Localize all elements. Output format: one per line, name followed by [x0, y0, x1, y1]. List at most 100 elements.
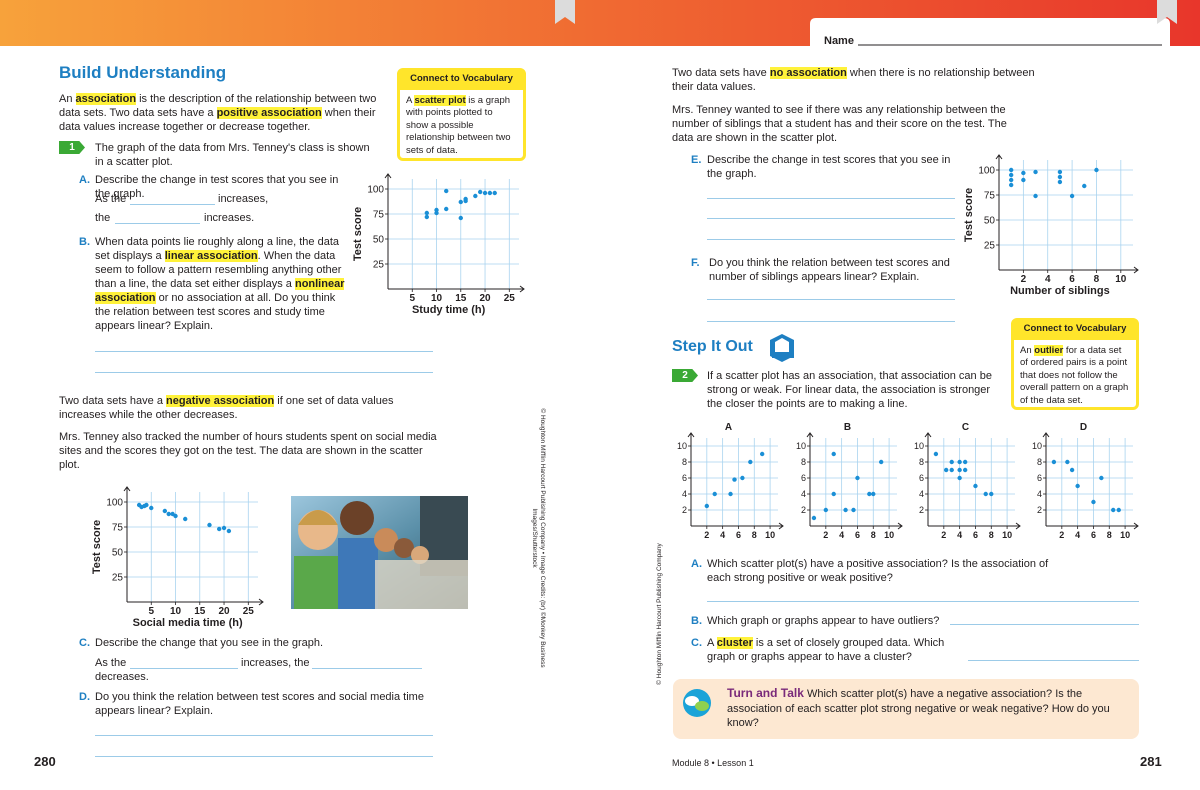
x-axis-label: Social media time (h)	[133, 617, 243, 629]
y-tick-label: 4	[682, 489, 687, 499]
step-text: If a scatter plot has an association, th…	[707, 370, 992, 410]
x-axis	[810, 522, 903, 530]
point	[878, 459, 884, 465]
y-tick-label: 10	[677, 441, 687, 451]
y-axis	[123, 486, 131, 602]
y-tick-label: 75	[984, 191, 996, 202]
name-tab	[810, 18, 1170, 46]
y-tick-label: 2	[1037, 505, 1042, 515]
text: when their data values increase together…	[59, 107, 376, 133]
letter: E.	[691, 154, 702, 166]
x-tick-label: 25	[243, 606, 255, 617]
answer-line	[95, 372, 433, 373]
answer-line	[707, 218, 955, 219]
text: An	[59, 93, 76, 105]
credit: © Houghton Mifflin Harcourt Publishing C…	[531, 408, 546, 668]
x-tick-label: 6	[973, 530, 978, 540]
x-tick-label: 8	[989, 530, 994, 540]
step-it-out-icon	[770, 334, 794, 362]
point	[1091, 499, 1096, 505]
point	[1033, 193, 1038, 199]
turn-and-talk-icon	[683, 689, 711, 717]
answer-line	[95, 735, 433, 736]
text: when there is no relationship between th…	[672, 67, 1035, 93]
point	[1099, 475, 1104, 481]
x-axis-label: Study time (h)	[412, 304, 486, 316]
point	[482, 190, 488, 196]
x-tick-label: 25	[504, 293, 516, 304]
answer-line	[707, 321, 955, 322]
x-tick-label: 4	[839, 530, 844, 540]
footer: Module 8 • Lesson 1	[672, 758, 754, 768]
point	[1082, 183, 1087, 189]
fill-text: increases, the	[241, 657, 310, 669]
x-axis	[388, 285, 525, 293]
y-axis	[687, 432, 695, 526]
point	[1051, 459, 1057, 465]
y-tick-label: 50	[984, 216, 996, 227]
y-tick-label: 8	[801, 457, 806, 467]
ribbon	[1157, 0, 1177, 24]
x-tick-label: 10	[431, 293, 443, 304]
step-text: The graph of the data from Mrs. Tenney's…	[95, 142, 370, 168]
letter: B.	[691, 615, 702, 627]
term: negative association	[166, 395, 275, 407]
point	[811, 515, 817, 521]
heading: Build Understanding	[59, 63, 227, 82]
x-tick-label: 4	[1075, 530, 1080, 540]
letter: A.	[691, 558, 702, 570]
question: A cluster is a set of closely grouped da…	[707, 636, 967, 664]
y-tick-label: 8	[1037, 457, 1042, 467]
paragraph: Mrs. Tenney also tracked the number of h…	[59, 431, 437, 471]
point	[823, 507, 829, 513]
x-tick-label: 2	[1059, 530, 1064, 540]
y-axis	[995, 154, 1003, 270]
y-tick-label: 10	[796, 441, 806, 451]
term: no association	[769, 67, 847, 79]
x-tick-label: 8	[1107, 530, 1112, 540]
y-tick-label: 2	[682, 505, 687, 515]
point	[851, 507, 856, 513]
point	[477, 189, 483, 195]
point	[1116, 507, 1121, 513]
turn-title: Turn and Talk	[727, 686, 804, 700]
credit: © Houghton Mifflin Harcourt Publishing C…	[656, 543, 663, 685]
point	[216, 526, 222, 532]
point	[962, 467, 968, 473]
y-tick-label: 75	[112, 523, 124, 534]
paragraph: Mrs. Tenney wanted to see if there was a…	[672, 104, 1007, 144]
text: is a set of closely grouped data. Which …	[707, 637, 945, 663]
answer-line	[707, 601, 1139, 602]
point	[1069, 467, 1075, 473]
question: Describe the change in test scores that …	[707, 154, 951, 180]
point	[463, 198, 468, 204]
x-tick-label: 8	[871, 530, 876, 540]
point	[957, 459, 962, 465]
name-label: Name	[824, 35, 854, 47]
text: or no association at all. Do you think t…	[95, 292, 336, 332]
point	[957, 475, 962, 481]
text: is a graph with points plotted to show a…	[406, 94, 511, 156]
section-heading: Step It Out	[672, 338, 753, 355]
x-tick-label: 2	[1021, 274, 1027, 285]
chart-title: D	[1080, 422, 1087, 433]
point	[444, 188, 449, 194]
x-tick-label: 10	[1115, 274, 1127, 285]
y-tick-label: 6	[1037, 473, 1042, 483]
x-tick-label: 5	[409, 293, 415, 304]
x-axis	[127, 598, 264, 606]
point	[933, 451, 939, 457]
answer-line	[95, 351, 433, 352]
question: When data points lie roughly along a lin…	[95, 235, 353, 333]
question: Which graph or graphs appear to have out…	[707, 615, 940, 627]
x-axis-label: Number of siblings	[1010, 285, 1110, 297]
x-axis	[1046, 522, 1139, 530]
point	[1021, 177, 1026, 183]
y-tick-label: 8	[919, 457, 924, 467]
y-tick-label: 6	[682, 473, 687, 483]
x-tick-label: 10	[1002, 530, 1012, 540]
point	[732, 477, 737, 482]
answer-line	[950, 624, 1139, 625]
term: cluster	[716, 637, 753, 649]
